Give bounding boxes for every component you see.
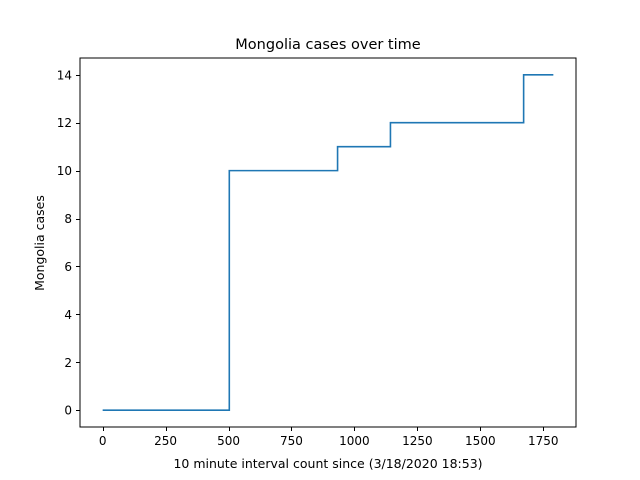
y-tick-label: 4 [64,308,72,322]
y-tick-label: 8 [64,212,72,226]
y-tick-label: 12 [57,116,72,130]
y-tick-label: 6 [64,260,72,274]
x-tick-label: 500 [217,434,240,448]
x-tick-label: 1000 [339,434,370,448]
series-line [102,73,554,412]
x-axis-label: 10 minute interval count since (3/18/202… [173,456,482,471]
x-tick-label: 1500 [465,434,496,448]
chart-title: Mongolia cases over time [235,37,420,53]
y-tick-label: 2 [64,356,72,370]
y-tick-label: 10 [57,164,72,178]
x-tick-label: 250 [154,434,177,448]
y-axis-label: Mongolia cases [32,195,47,291]
x-tick-label: 750 [280,434,303,448]
x-tick-label: 1750 [528,434,559,448]
y-axis: 0 2 4 6 8 10 12 14 [57,68,80,418]
x-tick-label: 0 [99,434,107,448]
x-tick-label: 1250 [402,434,433,448]
plot-area-frame [79,57,577,428]
y-tick-label: 0 [64,404,72,418]
y-tick-label: 14 [57,68,72,82]
x-axis: 0 250 500 750 1000 1250 1500 1750 [99,427,559,448]
